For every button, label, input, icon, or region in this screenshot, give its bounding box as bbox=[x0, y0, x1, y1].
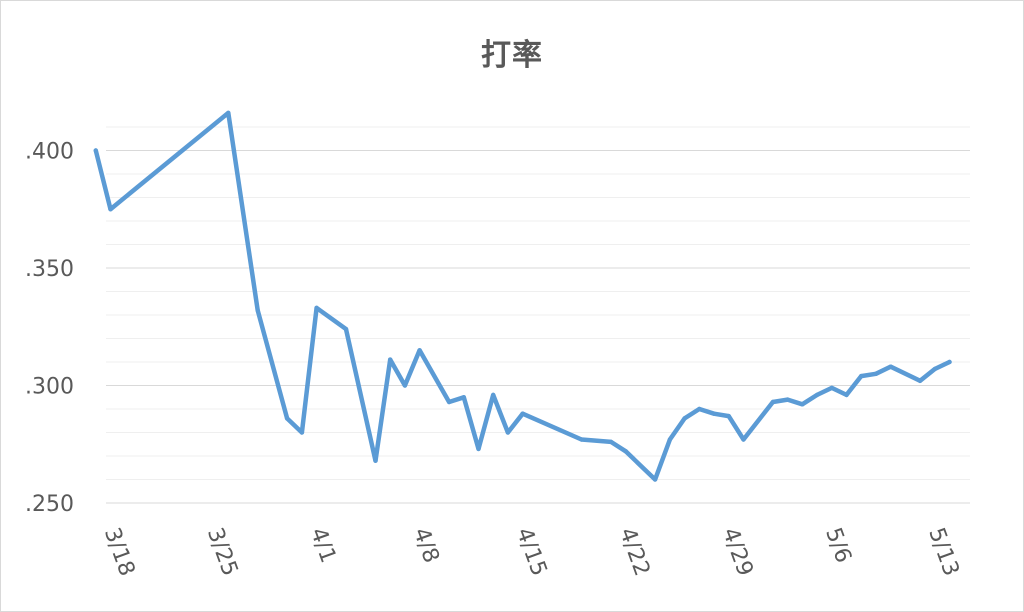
data-point bbox=[785, 397, 790, 402]
data-point bbox=[829, 385, 834, 391]
data-point bbox=[682, 416, 687, 421]
y-tick-label: .350 bbox=[25, 257, 74, 282]
data-point bbox=[623, 449, 628, 454]
data-point bbox=[873, 371, 879, 376]
data-point bbox=[93, 148, 99, 153]
data-point bbox=[947, 359, 952, 365]
data-point bbox=[859, 373, 864, 379]
data-point bbox=[446, 399, 452, 405]
data-point bbox=[932, 366, 937, 372]
data-point bbox=[697, 406, 702, 412]
batting-average-line bbox=[93, 110, 952, 482]
x-tick-label: 4/29 bbox=[717, 525, 757, 580]
data-point bbox=[520, 411, 525, 416]
x-tick-label: 4/8 bbox=[408, 525, 444, 567]
y-tick-label: .300 bbox=[25, 375, 74, 400]
data-point bbox=[299, 430, 305, 435]
x-tick-label: 4/22 bbox=[614, 525, 654, 580]
y-tick-label: .250 bbox=[25, 492, 74, 517]
data-point bbox=[255, 308, 260, 313]
data-point bbox=[388, 357, 393, 362]
data-point bbox=[226, 110, 231, 116]
data-point bbox=[343, 326, 349, 332]
data-point bbox=[800, 402, 805, 407]
data-point bbox=[917, 378, 923, 383]
data-point bbox=[476, 446, 481, 452]
data-point bbox=[814, 392, 820, 398]
data-point bbox=[770, 399, 776, 405]
data-point bbox=[402, 383, 408, 388]
x-tick-label: 5/6 bbox=[820, 525, 856, 567]
y-tick-label: .400 bbox=[25, 140, 74, 165]
data-point bbox=[741, 437, 746, 442]
data-point bbox=[491, 392, 496, 398]
data-point bbox=[284, 416, 290, 421]
data-point bbox=[505, 430, 511, 435]
x-tick-label: 5/13 bbox=[923, 525, 963, 580]
data-point bbox=[652, 477, 658, 482]
data-point bbox=[608, 439, 614, 445]
data-point bbox=[417, 348, 422, 353]
data-point bbox=[579, 437, 584, 442]
data-point bbox=[667, 437, 673, 442]
x-tick-label: 4/15 bbox=[511, 525, 551, 580]
data-point bbox=[108, 207, 113, 212]
x-tick-label: 3/25 bbox=[202, 525, 242, 580]
data-point bbox=[711, 411, 717, 416]
data-point bbox=[461, 395, 466, 400]
x-tick-label: 4/1 bbox=[305, 525, 341, 567]
chart-title: 打率 bbox=[481, 38, 543, 73]
data-point bbox=[726, 413, 731, 419]
x-tick-label: 3/18 bbox=[99, 525, 139, 580]
data-point bbox=[844, 392, 849, 398]
data-point bbox=[888, 364, 893, 369]
data-point bbox=[314, 305, 319, 311]
data-point bbox=[373, 458, 378, 463]
